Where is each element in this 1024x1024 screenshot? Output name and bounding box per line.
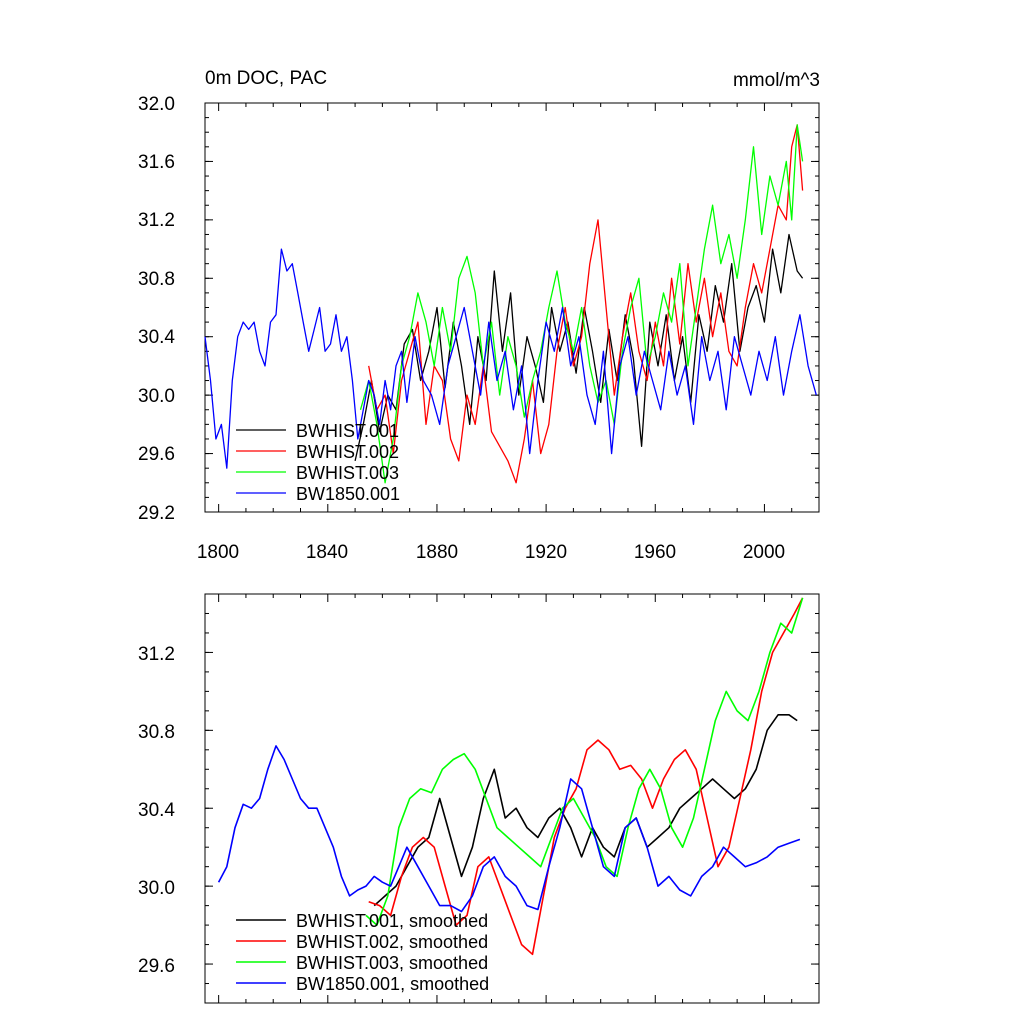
y-tick-label: 30.0 <box>138 878 175 899</box>
top-ticks <box>205 102 820 513</box>
series-line-bwhist-002 <box>368 124 804 484</box>
bottom-series-group <box>217 597 804 956</box>
y-tick-label: 29.6 <box>138 444 175 465</box>
top-legend: BWHIST.001 BWHIST.002 BWHIST.003 BW1850.… <box>236 421 400 504</box>
series-line-bwhist-003-smoothed <box>365 597 804 926</box>
x-tick-label: 1920 <box>525 542 567 563</box>
y-tick-label: 29.2 <box>138 503 175 524</box>
legend-label: BWHIST.002 <box>296 442 399 462</box>
top-y-tick-labels: 29.2 29.6 30.0 30.4 30.8 31.2 31.6 32.0 <box>138 94 175 524</box>
series-line-bw1850-001 <box>204 248 817 469</box>
y-tick-label: 31.6 <box>138 152 175 173</box>
legend-label: BWHIST.003, smoothed <box>296 953 488 973</box>
x-tick-label: 1800 <box>197 542 239 563</box>
series-line-bw1850-001-smoothed <box>217 745 801 913</box>
bottom-plot-frame <box>204 593 820 1004</box>
x-tick-label: 1840 <box>306 542 348 563</box>
y-tick-label: 31.2 <box>138 644 175 665</box>
y-tick-label: 30.0 <box>138 386 175 407</box>
y-tick-label: 32.0 <box>138 94 175 115</box>
y-tick-label: 31.2 <box>138 210 175 231</box>
x-tick-label: 2000 <box>743 542 785 563</box>
legend-label: BWHIST.002, smoothed <box>296 932 488 952</box>
y-tick-label: 30.4 <box>138 800 175 821</box>
top-x-tick-labels: 1800 1840 1880 1920 1960 2000 <box>197 542 785 563</box>
x-tick-label: 1960 <box>634 542 676 563</box>
top-title-right: mmol/m^3 <box>733 70 820 91</box>
series-line-bwhist-003 <box>359 124 804 484</box>
series-line-bwhist-002-smoothed <box>368 597 804 956</box>
legend-label: BWHIST.001 <box>296 421 399 441</box>
legend-label: BWHIST.001, smoothed <box>296 911 488 931</box>
series-line-bwhist-001-smoothed <box>373 713 798 907</box>
y-tick-label: 29.6 <box>138 956 175 977</box>
top-title-left: 0m DOC, PAC <box>205 68 327 89</box>
legend-label: BW1850.001 <box>296 484 400 504</box>
bottom-y-tick-labels: 29.6 30.0 30.4 30.8 31.2 <box>138 644 175 977</box>
y-tick-label: 30.4 <box>138 327 175 348</box>
x-tick-label: 1880 <box>416 542 458 563</box>
y-tick-label: 30.8 <box>138 722 175 743</box>
y-tick-label: 30.8 <box>138 269 175 290</box>
bottom-panel: 29.6 30.0 30.4 30.8 31.2 BWHIST.001, smo… <box>138 593 820 1004</box>
legend-label: BW1850.001, smoothed <box>296 974 489 994</box>
bottom-legend: BWHIST.001, smoothed BWHIST.002, smoothe… <box>236 911 489 994</box>
bottom-ticks <box>205 593 820 1004</box>
top-series-group <box>204 124 817 484</box>
top-panel: 0m DOC, PAC mmol/m^3 29.2 29.6 30.0 30.4… <box>138 68 820 563</box>
legend-label: BWHIST.003 <box>296 463 399 483</box>
